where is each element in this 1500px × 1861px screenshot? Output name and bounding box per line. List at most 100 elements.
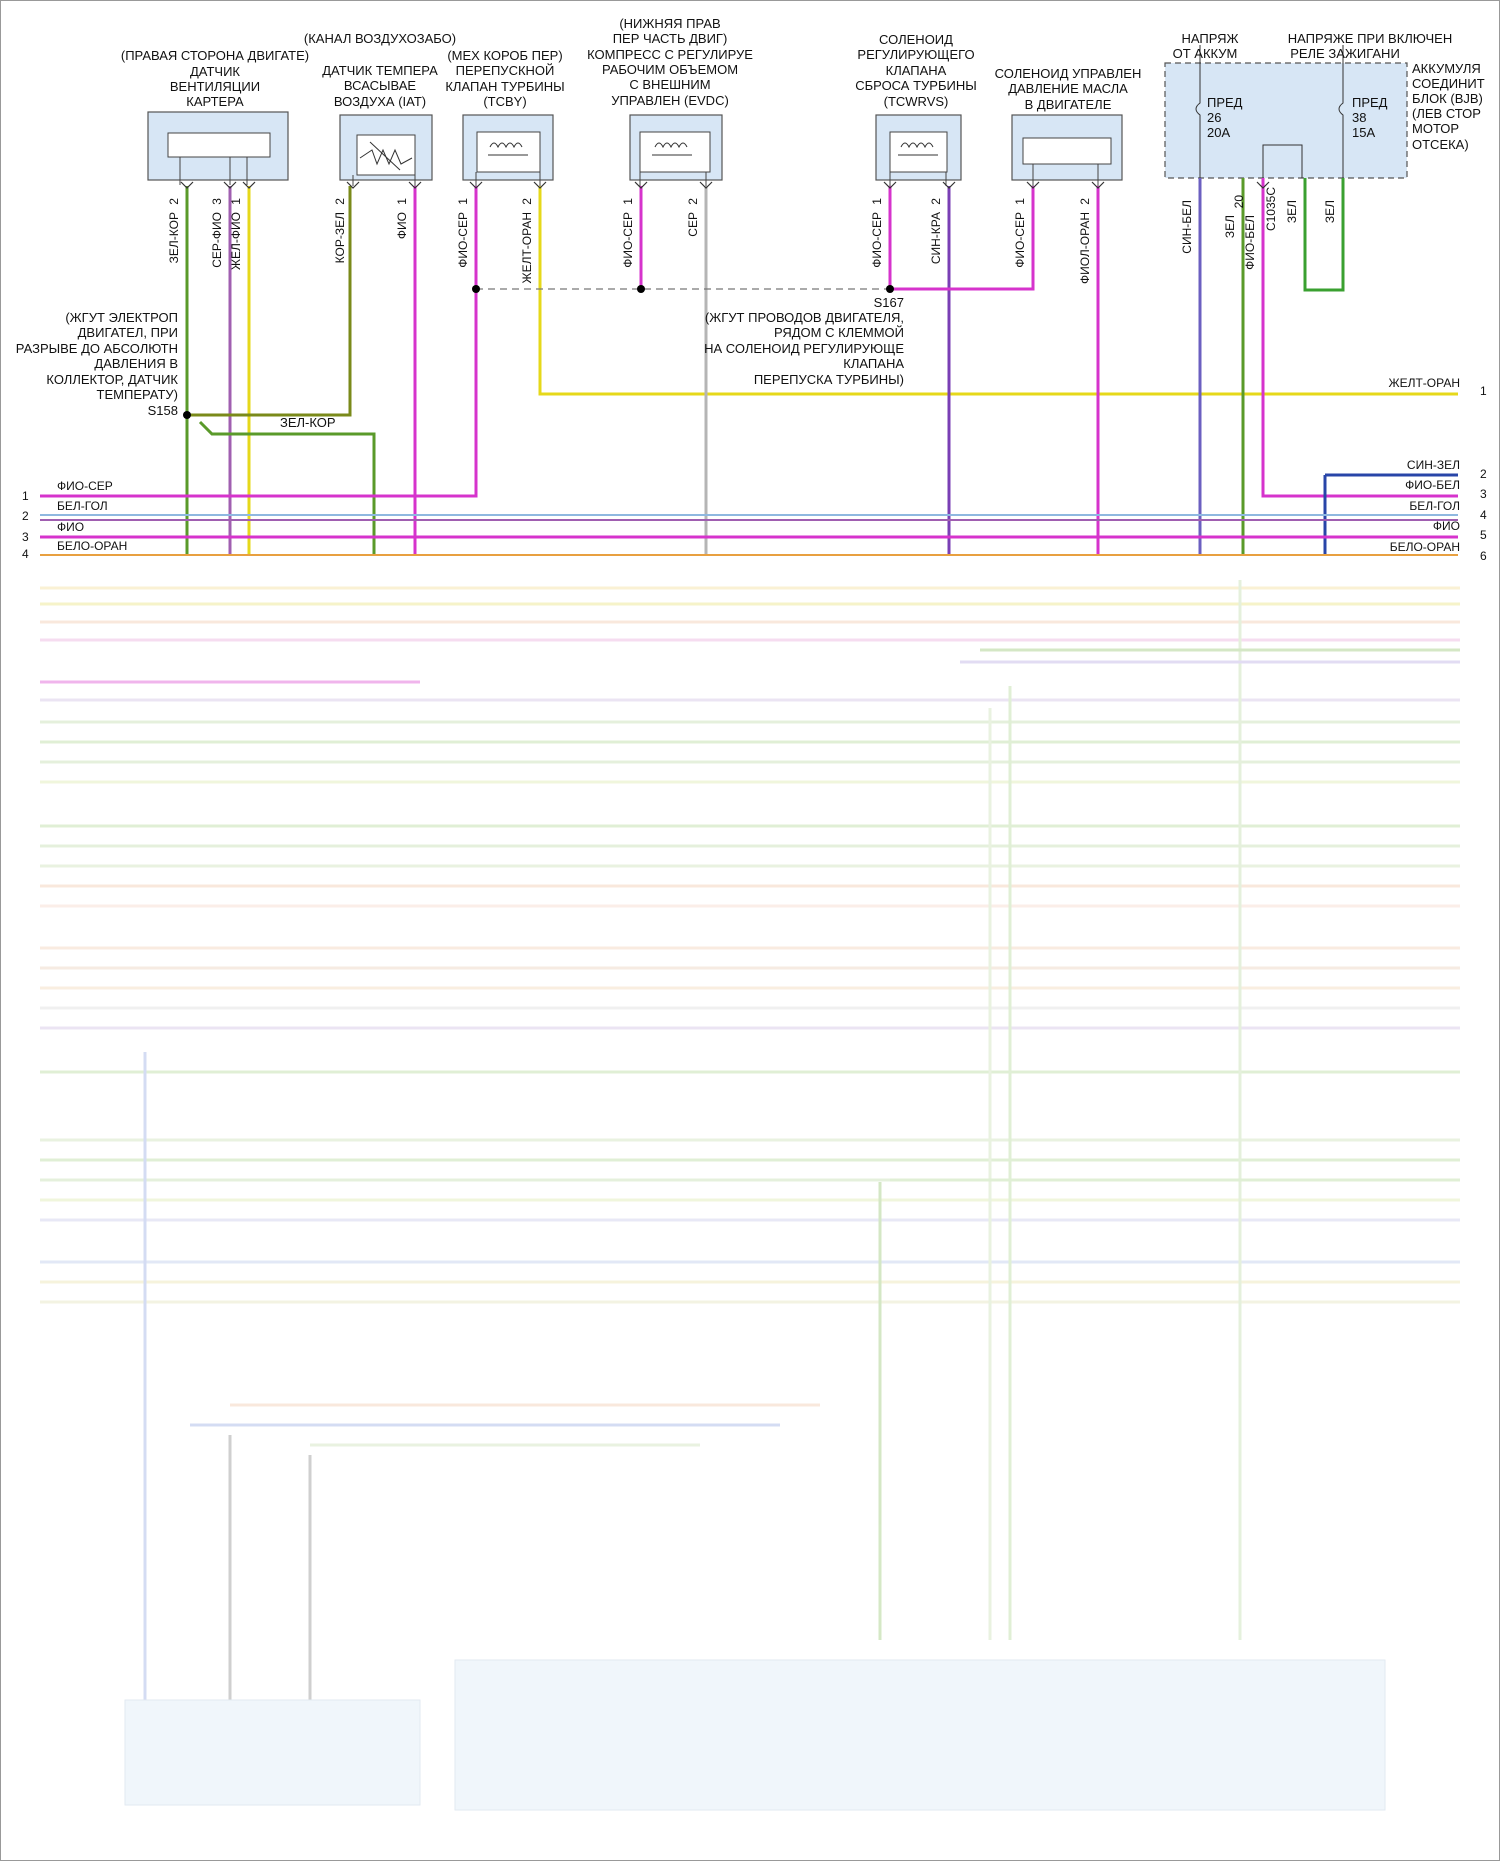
- s158-splice-dot[interactable]: [183, 411, 191, 419]
- iat-sensor-title: (КАНАЛ ВОЗДУХОЗАБО) ДАТЧИК ТЕМПЕРА ВСАСЫ…: [304, 31, 456, 109]
- tcby-title-line-2: ПЕРЕПУСКНОЙ: [456, 63, 555, 78]
- right-bus-label-2: СИН-ЗЕЛ: [1407, 458, 1460, 472]
- connector-pins: [180, 181, 1270, 189]
- s167-splice-dot[interactable]: [886, 285, 894, 293]
- coil-icon: [900, 142, 934, 149]
- crankcase-sensor-title: (ПРАВАЯ СТОРОНА ДВИГАТЕ) ДАТЧИК ВЕНТИЛЯЦ…: [121, 48, 309, 109]
- evdc-title-line-2: ПЕР ЧАСТЬ ДВИГ): [613, 31, 728, 46]
- fuse-26-icon: [1195, 45, 1201, 178]
- iat-pin-2: 2: [333, 198, 347, 205]
- fuse-left-label-2: 26: [1207, 110, 1221, 125]
- s158-note-3: РАЗРЫВЕ ДО АБСОЛЮТН: [16, 341, 178, 356]
- wire-fio-ser-evdc: ФИО-СЕР: [621, 212, 635, 268]
- tcby-title: (МЕХ КОРОБ ПЕР) ПЕРЕПУСКНОЙ КЛАПАН ТУРБИ…: [445, 48, 564, 109]
- tcby-pin-2: 2: [520, 198, 534, 205]
- wire-sin-bel: СИН-БЕЛ: [1180, 200, 1194, 254]
- wire-zel-bjb-3: ЗЕЛ: [1323, 200, 1337, 223]
- s167-id: S167: [874, 295, 904, 310]
- evdc-splice-dot[interactable]: [637, 285, 645, 293]
- evdc-title: (НИЖНЯЯ ПРАВ ПЕР ЧАСТЬ ДВИГ) КОМПРЕСС С …: [587, 16, 753, 108]
- crankcase-pin-1: 1: [229, 198, 243, 205]
- bjb-header-left-1: НАПРЯЖ: [1181, 31, 1238, 46]
- crankcase-title-line-1: (ПРАВАЯ СТОРОНА ДВИГАТЕ): [121, 48, 309, 63]
- connector-c1035c: C1035C: [1264, 187, 1278, 231]
- crankcase-title-line-3: ВЕНТИЛЯЦИИ: [170, 79, 260, 94]
- evdc-title-line-6: УПРАВЛЕН (EVDC): [611, 93, 729, 108]
- oil-title-line-2: ДАВЛЕНИЕ МАСЛА: [1008, 81, 1128, 96]
- iat-title-line-1: (КАНАЛ ВОЗДУХОЗАБО): [304, 31, 456, 46]
- tcwrvs-title-line-2: РЕГУЛИРУЮЩЕГО: [857, 47, 974, 62]
- tcwrvs-pin-2: 2: [929, 198, 943, 205]
- tcwrvs-title: СОЛЕНОИД РЕГУЛИРУЮЩЕГО КЛАПАНА СБРОСА ТУ…: [855, 32, 976, 109]
- tcwrvs-title-line-1: СОЛЕНОИД: [879, 32, 953, 47]
- bjb-side-5: МОТОР: [1412, 121, 1459, 136]
- tcby-solenoid[interactable]: [462, 114, 554, 186]
- evdc-title-line-1: (НИЖНЯЯ ПРАВ: [619, 16, 720, 31]
- right-bus-num-5: 5: [1480, 528, 1487, 542]
- iat-pin-1: 1: [395, 198, 409, 205]
- crankcase-title-line-2: ДАТЧИК: [190, 64, 240, 79]
- left-bus-num-2: 2: [22, 509, 29, 523]
- wires: [40, 178, 1458, 556]
- coil-icon: [489, 142, 523, 149]
- bjb-header-left-2: ОТ АККУМ: [1173, 46, 1238, 61]
- tcby-pin-1: 1: [456, 198, 470, 205]
- fuse-right-label-1: ПРЕД: [1352, 95, 1388, 110]
- wire-fiol-oran: ФИОЛ-ОРАН: [1078, 212, 1092, 284]
- wire-zhel-fio: ЖЕЛ-ФИО: [229, 212, 243, 270]
- oil-pin-2: 2: [1078, 198, 1092, 205]
- bjb-header-right-2: РЕЛЕ ЗАЖИГАНИ: [1290, 46, 1400, 61]
- battery-junction-box[interactable]: [1164, 45, 1408, 179]
- tcby-title-line-4: (TCBY): [483, 94, 526, 109]
- tcwrvs-solenoid[interactable]: [875, 114, 962, 186]
- evdc-pin-2: 2: [686, 198, 700, 205]
- right-bus-labels: ЖЕЛТ-ОРАН 1 СИН-ЗЕЛ 2 ФИО-БЕЛ 3 БЕЛ-ГОЛ …: [1389, 376, 1488, 563]
- wire-fio-ser-oil: ФИО-СЕР: [1013, 212, 1027, 268]
- wire-fio-ser-tcwrvs: ФИО-СЕР: [870, 212, 884, 268]
- left-bus-label-4: БЕЛО-ОРАН: [57, 539, 127, 553]
- wire-fio-ser-tcby: ФИО-СЕР: [456, 212, 470, 268]
- oil-title-line-3: В ДВИГАТЕЛЕ: [1025, 97, 1112, 112]
- iat-title-line-4: ВОЗДУХА (IAT): [334, 94, 426, 109]
- left-bus-num-4: 3: [22, 530, 29, 544]
- bjb-side-6: ОТСЕКА): [1412, 137, 1469, 152]
- right-bus-label-4: БЕЛ-ГОЛ: [1409, 499, 1460, 513]
- evdc-title-line-5: С ВНЕШНИМ: [629, 77, 710, 92]
- tcby-title-line-1: (МЕХ КОРОБ ПЕР): [447, 48, 562, 63]
- bjb-pin-20: 20: [1232, 195, 1246, 209]
- oil-title-line-1: СОЛЕНОИД УПРАВЛЕН: [995, 66, 1142, 81]
- right-bus-num-4: 4: [1480, 508, 1487, 522]
- oil-pin-1: 1: [1013, 198, 1027, 205]
- wire-ser-fio: СЕР-ФИО: [210, 212, 224, 268]
- crankcase-pin-3: 3: [210, 198, 224, 205]
- crankcase-title-line-4: КАРТЕРА: [186, 94, 244, 109]
- wire-fio-bel: ФИО-БЕЛ: [1243, 215, 1257, 270]
- vertical-wire-labels: 2 3 1 ЗЕЛ-КОР СЕР-ФИО ЖЕЛ-ФИО 2 1 КОР-ЗЕ…: [167, 187, 1337, 284]
- s167-note: S167 (ЖГУТ ПРОВОДОВ ДВИГАТЕЛЯ, РЯДОМ С К…: [704, 295, 904, 387]
- fuse-right-label-3: 15А: [1352, 125, 1375, 140]
- crankcase-ventilation-sensor[interactable]: [147, 111, 289, 185]
- tcby-splice-dot[interactable]: [472, 285, 480, 293]
- tcby-title-line-3: КЛАПАН ТУРБИНЫ: [445, 79, 564, 94]
- evdc-compressor[interactable]: [629, 114, 723, 186]
- right-bus-num-1: 1: [1480, 384, 1487, 398]
- tcwrvs-title-line-4: СБРОСА ТУРБИНЫ: [855, 78, 976, 93]
- bjb-side-3: БЛОК (BJB): [1412, 91, 1483, 106]
- coil-icon: [654, 142, 688, 149]
- right-bus-label-1: ЖЕЛТ-ОРАН: [1389, 376, 1461, 390]
- fuse-38-icon: [1338, 45, 1344, 178]
- evdc-title-line-4: РАБОЧИМ ОБЪЕМОМ: [602, 62, 738, 77]
- evdc-pin-1: 1: [621, 198, 635, 205]
- s158-note-2: ДВИГАТЕЛ, ПРИ: [78, 325, 178, 340]
- s167-note-3: НА СОЛЕНОИД РЕГУЛИРУЮЩЕ: [704, 341, 904, 356]
- lower-wiring-area: [40, 580, 1460, 1811]
- tcwrvs-title-line-5: (TCWRVS): [884, 94, 949, 109]
- iat-sensor[interactable]: [339, 114, 433, 186]
- s167-note-1: (ЖГУТ ПРОВОДОВ ДВИГАТЕЛЯ,: [705, 310, 904, 325]
- bjb-side-4: (ЛЕВ СТОР: [1412, 106, 1481, 121]
- oil-pressure-solenoid[interactable]: [1011, 114, 1123, 186]
- right-bus-label-3: ФИО-БЕЛ: [1405, 478, 1460, 492]
- tcwrvs-pin-1: 1: [870, 198, 884, 205]
- wire-kor-zel: КОР-ЗЕЛ: [333, 212, 347, 263]
